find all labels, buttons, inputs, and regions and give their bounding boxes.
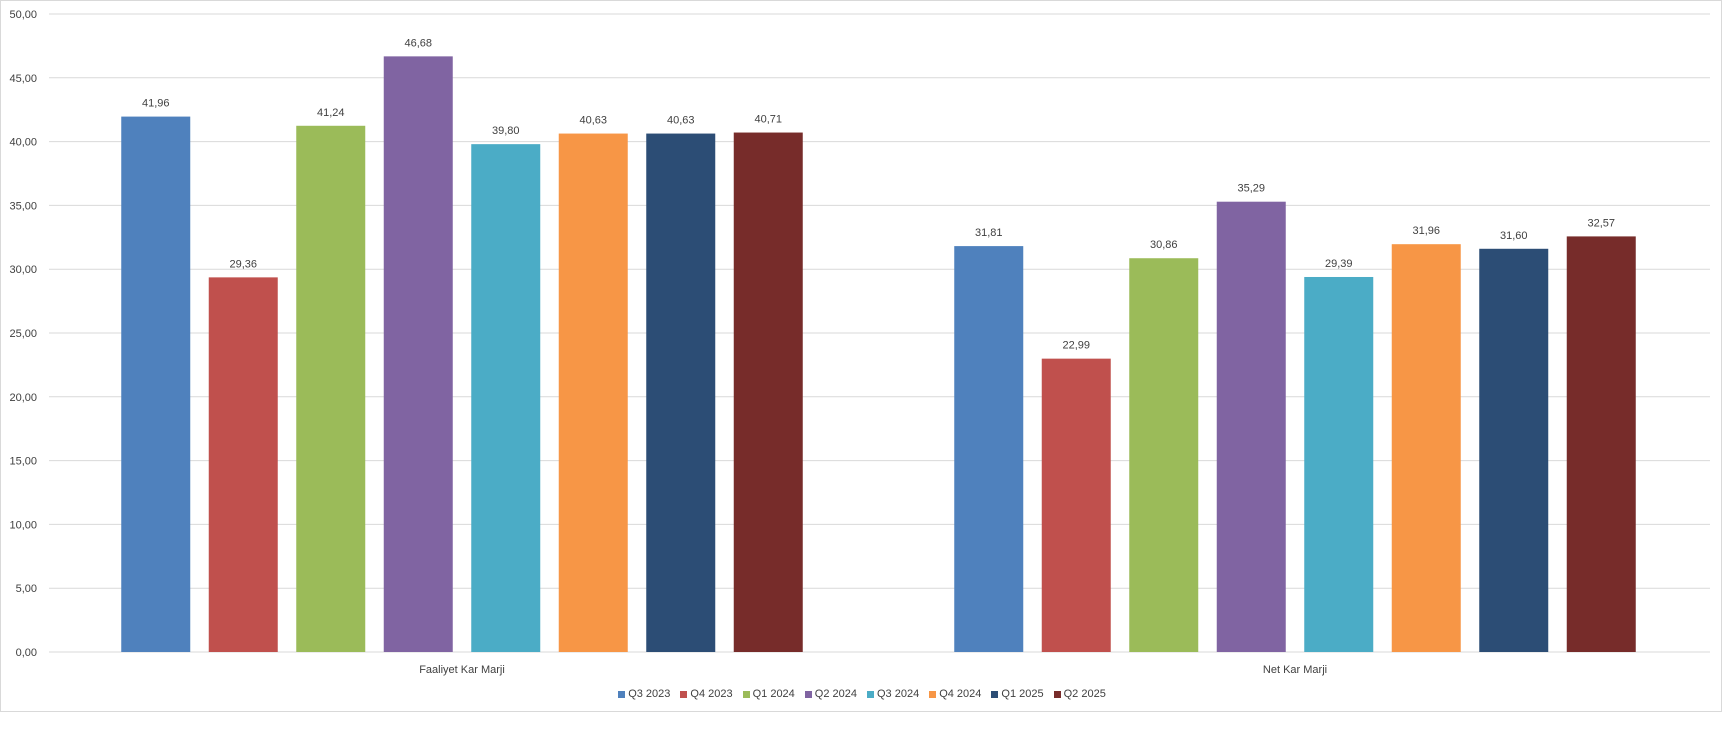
bar <box>733 132 803 652</box>
bar <box>558 133 628 652</box>
legend-swatch <box>804 690 812 698</box>
legend-item: Q4 2023 <box>680 688 733 701</box>
y-tick-label: 5,00 <box>16 583 37 595</box>
legend-swatch <box>680 690 688 698</box>
bar <box>1304 276 1374 652</box>
y-tick-label: 35,00 <box>9 200 37 212</box>
y-tick-label: 30,00 <box>9 264 37 276</box>
legend-item: Q1 2025 <box>991 688 1044 701</box>
data-label: 41,24 <box>317 107 345 119</box>
legend-item: Q2 2025 <box>1053 688 1106 701</box>
data-label: 31,96 <box>1412 225 1440 237</box>
legend-label: Q2 2024 <box>814 688 857 701</box>
legend-label: Q1 2025 <box>1001 688 1044 701</box>
x-category-label: Faaliyet Kar Marji <box>419 664 505 676</box>
legend-item: Q3 2024 <box>867 688 919 700</box>
data-label: 39,80 <box>492 125 520 137</box>
data-label: 22,99 <box>1062 340 1090 352</box>
y-tick-label: 40,00 <box>9 137 37 149</box>
legend-label: Q4 2024 <box>939 688 982 701</box>
data-label: 35,29 <box>1237 183 1265 195</box>
bar <box>1041 358 1111 652</box>
x-category-label: Net Kar Marji <box>1263 664 1327 676</box>
bar <box>1391 244 1461 652</box>
data-label: 41,96 <box>142 98 170 110</box>
y-tick-label: 25,00 <box>9 328 37 340</box>
y-tick-label: 15,00 <box>9 456 37 468</box>
chart-area <box>0 0 1722 712</box>
data-label: 40,71 <box>754 114 782 126</box>
data-label: 31,60 <box>1500 230 1528 242</box>
bar <box>646 133 716 652</box>
legend-item: Q1 2024 <box>742 688 795 701</box>
y-tick-label: 10,00 <box>9 519 37 531</box>
bar <box>296 125 366 653</box>
y-tick-label: 50,00 <box>9 9 37 21</box>
legend-swatch <box>742 690 750 698</box>
legend-label: Q1 2024 <box>752 688 795 701</box>
y-tick-label: 0,00 <box>16 647 37 659</box>
legend-swatch <box>929 690 937 698</box>
legend: Q3 2023 Q4 2023 Q1 2024 Q2 2024 Q3 2024 Q4 20… <box>0 688 1724 700</box>
legend-item: Q3 2023 <box>618 688 670 700</box>
data-label: 31,81 <box>975 227 1003 239</box>
bar <box>1129 258 1199 652</box>
legend-label: Q2 2025 <box>1063 688 1106 701</box>
bar <box>121 116 191 653</box>
bar <box>1216 201 1286 653</box>
data-label: 40,63 <box>579 115 607 127</box>
y-tick-label: 45,00 <box>9 73 37 85</box>
legend-swatch <box>991 690 999 698</box>
bar <box>1566 236 1636 652</box>
bar <box>383 56 453 652</box>
bar <box>1479 248 1549 652</box>
y-tick-label: 20,00 <box>9 392 37 404</box>
legend-swatch <box>867 690 874 698</box>
legend-item: Q4 2024 <box>929 688 981 700</box>
legend-swatch <box>618 690 626 698</box>
bar <box>954 246 1024 652</box>
data-label: 30,86 <box>1150 239 1178 251</box>
data-label: 29,39 <box>1325 258 1353 270</box>
legend-item: Q2 2024 <box>804 688 857 701</box>
legend-swatch <box>1053 690 1061 698</box>
data-label: 32,57 <box>1587 217 1615 229</box>
bar <box>471 144 541 653</box>
data-label: 46,68 <box>404 37 432 49</box>
legend-label: Q3 2023 <box>628 688 671 701</box>
legend-label: Q4 2023 <box>690 688 733 701</box>
legend-label: Q3 2024 <box>877 688 920 701</box>
bar <box>208 277 278 652</box>
data-label: 29,36 <box>229 258 257 270</box>
data-label: 40,63 <box>667 115 695 127</box>
